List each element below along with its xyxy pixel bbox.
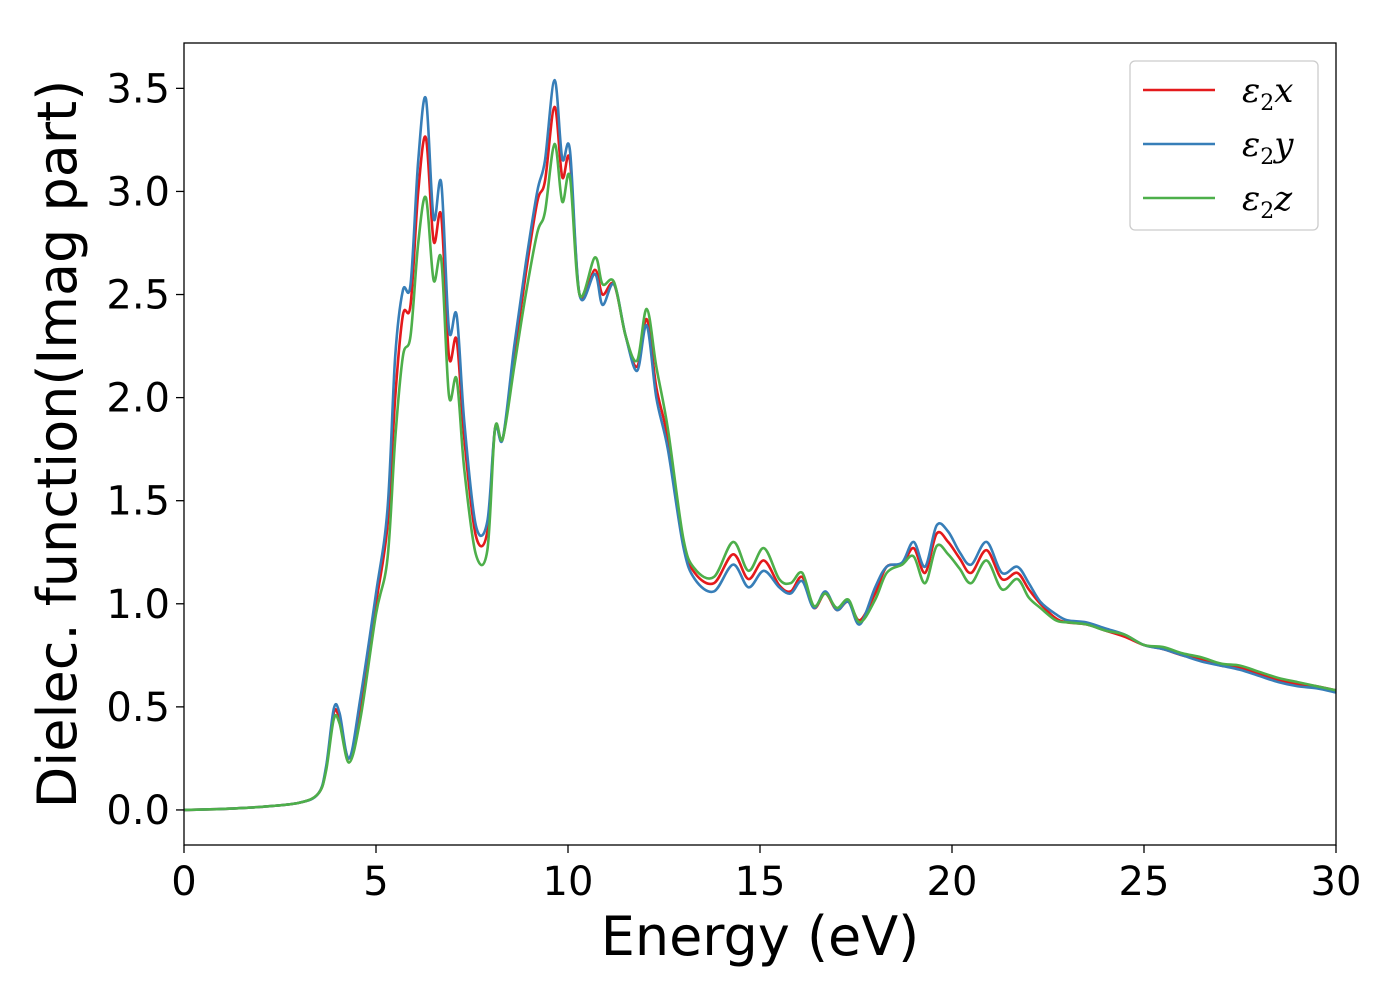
y-tick-label: 1.5 [106, 479, 170, 525]
y-tick-label: 0.0 [106, 788, 170, 834]
x-tick-label: 5 [363, 859, 388, 905]
plot-area [184, 78, 1336, 812]
y-tick-label: 2.5 [106, 273, 170, 319]
legend-box [1129, 60, 1319, 231]
y-tick-label: 1.0 [106, 582, 170, 628]
y-tick-label: 2.0 [106, 376, 170, 422]
x-tick-label: 25 [1119, 859, 1170, 905]
x-tick-label: 10 [543, 859, 594, 905]
x-axis-title: Energy (eV) [601, 905, 920, 968]
legend-label: ε2x [1242, 71, 1293, 116]
y-tick-label: 0.5 [106, 685, 170, 731]
series-line-1 [184, 105, 1336, 812]
series-line-2 [184, 78, 1336, 812]
x-tick-label: 15 [735, 859, 786, 905]
y-axis-title: Dielec. function(Imag part) [26, 80, 89, 809]
x-tick-label: 20 [927, 859, 978, 905]
y-tick-label: 3.0 [106, 169, 170, 215]
legend-label: ε2z [1242, 179, 1293, 224]
y-axis: 0.0 0.5 1.0 1.5 2.0 2.5 3.0 3.5 [106, 66, 184, 834]
x-tick-label: 30 [1311, 859, 1362, 905]
x-tick-label: 0 [171, 859, 196, 905]
y-tick-label: 3.5 [106, 66, 170, 112]
legend: ε2x ε2y ε2z [1129, 60, 1319, 231]
legend-label: ε2y [1242, 125, 1294, 170]
x-axis: 0 5 10 15 20 25 30 [171, 845, 1361, 905]
series-line-3 [184, 142, 1336, 812]
